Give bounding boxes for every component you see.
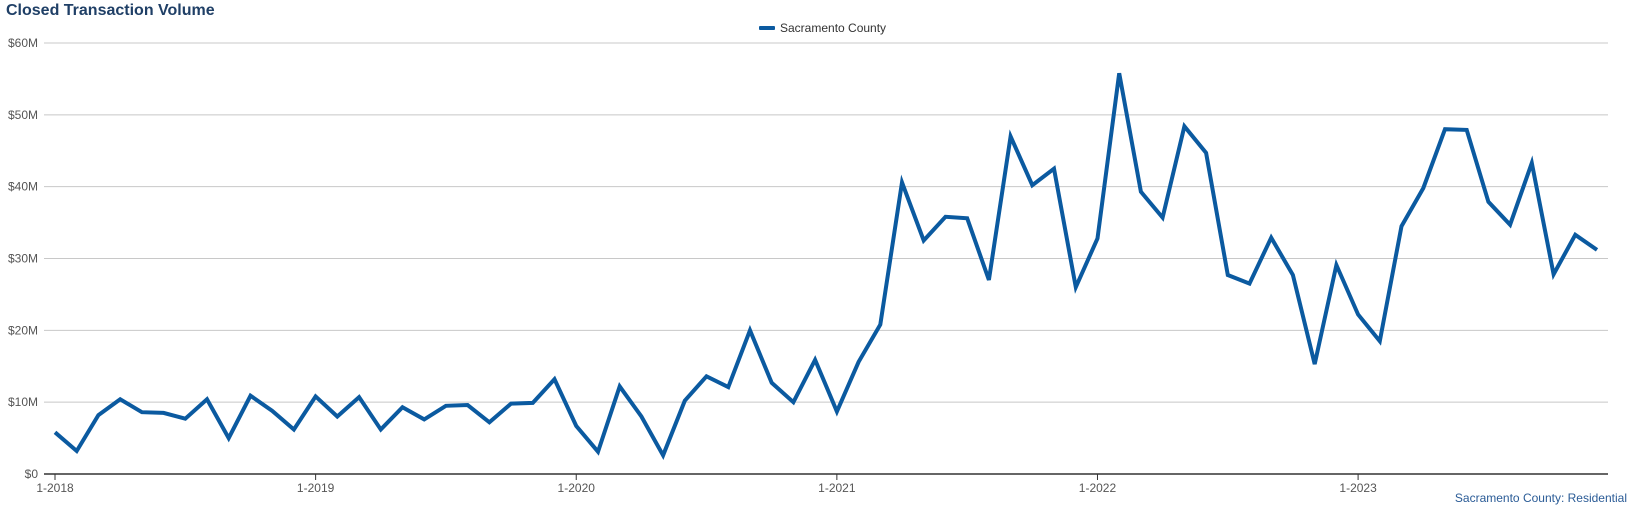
- y-tick-label: $60M: [8, 36, 38, 50]
- data-point[interactable]: [225, 434, 233, 442]
- data-point[interactable]: [442, 402, 450, 410]
- data-point[interactable]: [963, 214, 971, 222]
- y-tick-label: $10M: [8, 395, 38, 409]
- y-tick-label: $20M: [8, 323, 38, 337]
- y-tick-label: $50M: [8, 108, 38, 122]
- x-axis-tick-labels: 1-2018 1-2019 1-2020 1-2021 1-2022 1-2023: [36, 474, 1377, 495]
- data-point[interactable]: [920, 237, 928, 245]
- data-point[interactable]: [1093, 234, 1101, 242]
- data-point[interactable]: [1398, 222, 1406, 230]
- data-point[interactable]: [1159, 214, 1167, 222]
- legend-label: Sacramento County: [780, 21, 887, 35]
- data-point[interactable]: [1419, 184, 1427, 192]
- data-point[interactable]: [1571, 231, 1579, 239]
- data-point[interactable]: [529, 399, 537, 407]
- data-point[interactable]: [1593, 246, 1601, 254]
- data-point[interactable]: [203, 395, 211, 403]
- data-point[interactable]: [507, 400, 515, 408]
- data-point[interactable]: [898, 178, 906, 186]
- data-point[interactable]: [616, 382, 624, 390]
- data-point[interactable]: [355, 393, 363, 401]
- series-line[interactable]: [53, 72, 1599, 460]
- data-point[interactable]: [1050, 165, 1058, 173]
- data-point[interactable]: [94, 411, 102, 419]
- data-point[interactable]: [789, 398, 797, 406]
- data-point[interactable]: [1202, 149, 1210, 157]
- x-tick-label: 1-2020: [558, 481, 596, 495]
- data-point[interactable]: [1180, 122, 1188, 130]
- data-point[interactable]: [1028, 181, 1036, 189]
- data-point[interactable]: [51, 428, 59, 436]
- data-point[interactable]: [941, 213, 949, 221]
- series-layer: [51, 69, 1601, 460]
- data-point[interactable]: [138, 408, 146, 416]
- x-tick-label: 1-2018: [36, 481, 74, 495]
- data-point[interactable]: [1484, 198, 1492, 206]
- x-tick-label: 1-2021: [818, 481, 856, 495]
- data-point[interactable]: [160, 409, 168, 417]
- data-point[interactable]: [811, 356, 819, 364]
- data-point[interactable]: [703, 372, 711, 380]
- data-point[interactable]: [855, 358, 863, 366]
- y-axis-tick-labels: $0 $10M $20M $30M $40M $50M $60M: [8, 36, 38, 481]
- data-point[interactable]: [594, 448, 602, 456]
- data-point[interactable]: [1267, 234, 1275, 242]
- data-point[interactable]: [420, 415, 428, 423]
- x-tick-label: 1-2022: [1079, 481, 1117, 495]
- data-point[interactable]: [181, 415, 189, 423]
- data-point[interactable]: [768, 379, 776, 387]
- data-point[interactable]: [637, 413, 645, 421]
- data-point[interactable]: [724, 383, 732, 391]
- y-tick-label: $30M: [8, 252, 38, 266]
- data-point[interactable]: [1007, 132, 1015, 140]
- data-point[interactable]: [1354, 311, 1362, 319]
- y-tick-label: $0: [25, 467, 39, 481]
- data-point[interactable]: [551, 375, 559, 383]
- chart-legend[interactable]: Sacramento County: [759, 21, 886, 35]
- data-point[interactable]: [1376, 337, 1384, 345]
- data-point[interactable]: [833, 408, 841, 416]
- data-point[interactable]: [1072, 283, 1080, 291]
- data-point[interactable]: [1332, 261, 1340, 269]
- data-point[interactable]: [1115, 69, 1123, 77]
- data-point[interactable]: [1441, 125, 1449, 133]
- data-point[interactable]: [1506, 221, 1514, 229]
- data-point[interactable]: [876, 321, 884, 329]
- data-point[interactable]: [1463, 126, 1471, 134]
- data-point[interactable]: [1528, 159, 1536, 167]
- data-point[interactable]: [333, 413, 341, 421]
- data-point[interactable]: [1246, 280, 1254, 288]
- data-point[interactable]: [398, 403, 406, 411]
- data-point[interactable]: [73, 447, 81, 455]
- data-point[interactable]: [377, 425, 385, 433]
- x-tick-label: 1-2023: [1339, 481, 1377, 495]
- data-point[interactable]: [246, 392, 254, 400]
- data-point[interactable]: [1311, 360, 1319, 368]
- data-point[interactable]: [746, 326, 754, 334]
- data-point[interactable]: [572, 422, 580, 430]
- y-tick-label: $40M: [8, 180, 38, 194]
- data-point[interactable]: [1550, 270, 1558, 278]
- data-point[interactable]: [1289, 271, 1297, 279]
- source-label: Sacramento County: Residential: [1454, 491, 1627, 505]
- grid-lines: [44, 42, 1608, 475]
- data-point[interactable]: [1224, 271, 1232, 279]
- data-point[interactable]: [268, 407, 276, 415]
- data-point[interactable]: [312, 392, 320, 400]
- chart-title: Closed Transaction Volume: [6, 2, 215, 19]
- data-point[interactable]: [116, 395, 124, 403]
- data-point[interactable]: [681, 397, 689, 405]
- data-point[interactable]: [464, 401, 472, 409]
- data-point[interactable]: [1137, 188, 1145, 196]
- data-point[interactable]: [485, 418, 493, 426]
- data-point[interactable]: [290, 425, 298, 433]
- data-point[interactable]: [659, 451, 667, 459]
- x-tick-label: 1-2019: [297, 481, 335, 495]
- legend-swatch: [759, 26, 775, 30]
- data-point[interactable]: [985, 276, 993, 284]
